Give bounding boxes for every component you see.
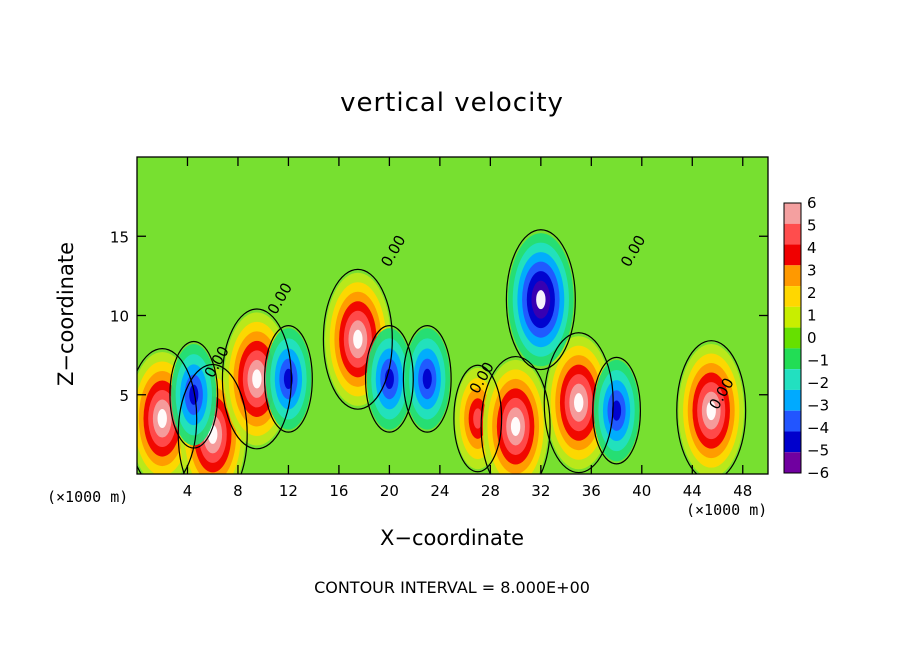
colorbar-swatch [784,410,801,432]
x-axis-label: X−coordinate [0,526,904,550]
zero-contour [505,229,576,371]
colorbar-swatch [784,452,801,473]
x-tick-label: 12 [279,482,298,500]
colorbar-swatch [784,203,801,224]
colorbar-swatch [784,265,801,287]
zero-contour [543,332,614,474]
heatmap-feature-updraft [706,401,716,421]
colorbar-swatch [784,431,801,453]
zero-contour [402,325,452,433]
chart-title: vertical velocity [340,88,564,118]
contour-lines [137,229,747,474]
colorbar-swatch [784,348,801,370]
y-axis-label: Z−coordinate [54,242,78,386]
colorbar-label: 4 [807,239,817,257]
zero-contour [453,364,503,473]
x-tick-label: 28 [481,482,500,500]
colorbar-label: −5 [807,442,829,460]
colorbar-label: −3 [807,397,829,415]
x-tick-label: 40 [632,482,651,500]
y-tick-label: 15 [110,228,129,246]
heatmap-feature-updraft [252,369,262,389]
heatmap-feature-updraft [208,424,218,444]
colorbar-frame [783,202,802,474]
x-unit-label-left: (×1000 m) [47,488,129,506]
colorbar: 6 5 4 3 2 1 0 −1 −2 −3 −4 −5 −6 [783,194,829,482]
x-axis-label-text: X−coordinate [380,526,524,550]
colorbar-label: −1 [807,352,829,370]
x-tick-label: 44 [683,482,702,500]
colorbar-swatch [784,223,801,245]
zero-contour [364,325,414,433]
colorbar-label: −6 [807,464,829,482]
zero-contour [592,356,642,465]
heatmap-feature-downdraft [536,290,546,310]
heatmap-feature-downdraft [612,400,622,421]
colorbar-label: 1 [807,307,817,325]
x-tick-label: 20 [380,482,399,500]
colorbar-swatch [784,389,801,411]
x-axis-ticks: 4 8 12 16 20 24 28 32 36 40 44 48 [183,157,752,500]
y-tick-label: 5 [119,387,129,405]
x-tick-label: 8 [233,482,243,500]
colorbar-label: 5 [807,217,817,235]
colorbar-swatch [784,306,801,328]
zero-contour [169,340,219,449]
x-tick-label: 16 [329,482,348,500]
colorbar-label: −2 [807,374,829,392]
colorbar-label: 6 [807,194,817,212]
zero-contour [221,308,292,450]
heatmap-feature-updraft [157,409,167,429]
heatmap-field [137,157,768,474]
heatmap-feature-downdraft [422,368,432,390]
zero-contour [322,268,393,410]
x-tick-label: 48 [733,482,752,500]
x-tick-label: 24 [430,482,449,500]
heatmap-feature-updraft [510,416,521,436]
zero-contour [676,340,747,474]
x-tick-label: 32 [531,482,550,500]
contour-interval-note: CONTOUR INTERVAL = 8.000E+00 [314,578,590,597]
y-tick-label: 10 [110,308,129,326]
colorbar-swatch [784,244,801,266]
heatmap-feature-updraft [574,393,584,413]
colorbar-swatch [784,327,801,349]
x-tick-label: 4 [183,482,193,500]
heatmap-feature-updraft [473,408,483,429]
colorbar-label: 2 [807,284,817,302]
heatmap-feature-updraft [353,329,363,349]
colorbar-swatch [784,369,801,390]
zero-contour [137,348,198,474]
colorbar-label: −4 [807,419,829,437]
y-axis-ticks: 5 10 15 [110,228,768,405]
colorbar-label: 0 [807,329,817,347]
x-tick-label: 36 [582,482,601,500]
zero-contour [480,355,551,474]
colorbar-swatch [784,286,801,307]
colorbar-label: 3 [807,262,817,280]
zero-contour [263,325,313,433]
x-unit-label-right: (×1000 m) [686,501,768,519]
heatmap-feature-downdraft [384,368,394,390]
